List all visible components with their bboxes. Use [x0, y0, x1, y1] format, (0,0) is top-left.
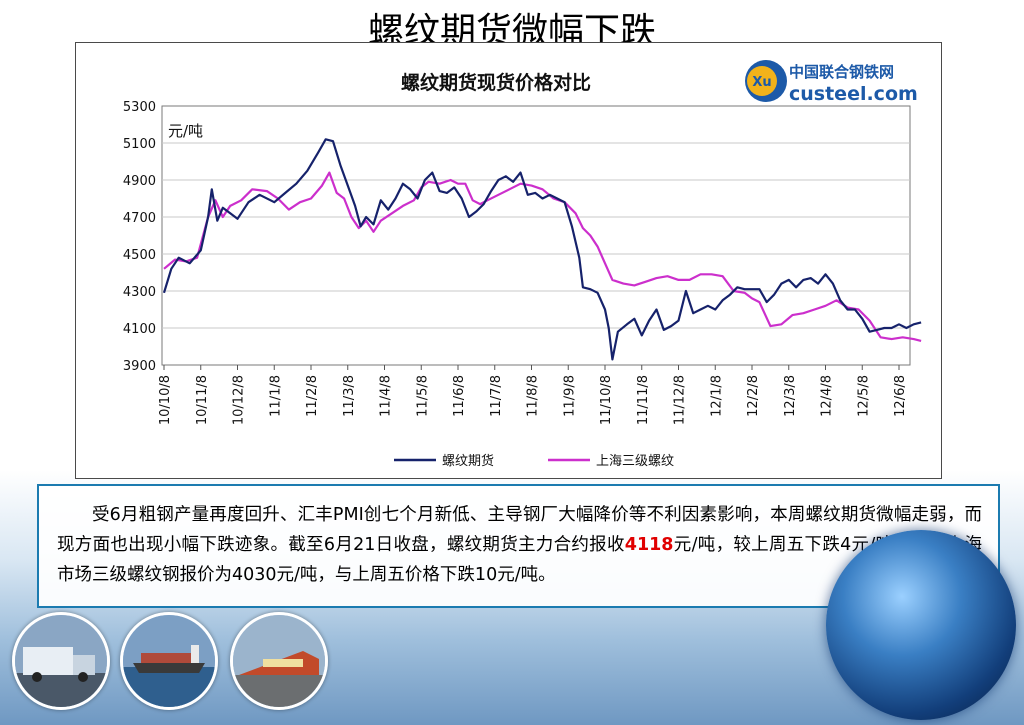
x-tick-label: 12/6/8	[893, 375, 908, 417]
y-tick-label: 4900	[123, 174, 156, 189]
x-tick-label: 12/4/8	[820, 375, 835, 417]
ship-icon	[123, 615, 215, 707]
custeel-logo: Xu 中国联合钢铁网 custeel.com	[745, 60, 918, 105]
price-chart: 3900 4100 4300 4500 4700 4900 5100 5300 10/10/8…	[123, 60, 922, 469]
x-tick-label: 12/2/8	[746, 375, 761, 417]
plot-area	[161, 105, 911, 366]
train-icon	[233, 615, 325, 707]
x-tick-label: 11/6/8	[452, 375, 467, 417]
x-tick-label: 11/4/8	[379, 375, 394, 417]
y-axis-unit-label: 元/吨	[168, 122, 203, 140]
chart-title: 螺纹期货现货价格对比	[401, 71, 591, 94]
x-tick-label: 11/3/8	[342, 375, 357, 417]
y-tick-label: 4500	[123, 248, 156, 263]
paragraph-text-before: 受6月粗钢产量再度回升、汇丰PMI创七个月新低、主导钢厂大幅降价等不利因素影响，…	[57, 505, 982, 555]
logo-mark-inner	[747, 66, 777, 96]
logo-en-text: custeel.com	[789, 83, 918, 105]
y-tick-label: 5100	[123, 137, 156, 152]
x-tick-label: 11/7/8	[489, 375, 504, 417]
x-tick-label: 10/12/8	[232, 375, 247, 425]
series-line-futures	[162, 138, 922, 361]
truck-photo	[12, 612, 110, 710]
x-tick-labels: 10/10/8 10/11/8 10/12/8 11/1/8 11/2/8 11/3/8 1…	[158, 365, 908, 425]
series-line-spot	[163, 171, 922, 342]
x-tick-label: 10/10/8	[158, 375, 173, 425]
cargo-ship-photo	[120, 612, 218, 710]
legend-label: 螺纹期货	[442, 453, 494, 469]
x-tick-label: 12/1/8	[709, 375, 724, 417]
x-tick-label: 12/3/8	[783, 375, 798, 417]
x-tick-label: 10/11/8	[195, 375, 210, 425]
x-tick-label: 11/2/8	[305, 375, 320, 417]
y-tick-label: 4700	[123, 211, 156, 226]
x-tick-label: 11/12/8	[673, 375, 688, 425]
x-tick-label: 11/11/8	[636, 375, 651, 425]
x-tick-label: 11/9/8	[562, 375, 577, 417]
truck-icon	[15, 615, 107, 707]
train-photo	[230, 612, 328, 710]
x-tick-label: 11/10/8	[599, 375, 614, 425]
series-lines	[162, 138, 922, 361]
y-tick-labels: 3900 4100 4300 4500 4700 4900 5100 5300	[123, 100, 156, 374]
x-tick-label: 11/1/8	[268, 375, 283, 417]
y-tick-label: 5300	[123, 100, 156, 115]
y-tick-label: 3900	[123, 359, 156, 374]
x-tick-label: 11/8/8	[526, 375, 541, 417]
logo-cn-text: 中国联合钢铁网	[789, 63, 894, 81]
globe-graphic	[826, 530, 1016, 720]
chart-legend: 螺纹期货 上海三级螺纹	[394, 453, 674, 469]
legend-label: 上海三级螺纹	[596, 454, 674, 469]
chart-frame: 3900 4100 4300 4500 4700 4900 5100 5300 10/10/8…	[75, 42, 942, 479]
futures-close-price-highlight: 4118	[624, 535, 674, 555]
x-tick-label: 11/5/8	[415, 375, 430, 417]
grid-lines	[162, 142, 910, 329]
logo-mark-text: Xu	[752, 75, 771, 90]
x-tick-label: 12/5/8	[856, 375, 871, 417]
y-tick-label: 4300	[123, 285, 156, 300]
y-tick-label: 4100	[123, 322, 156, 337]
